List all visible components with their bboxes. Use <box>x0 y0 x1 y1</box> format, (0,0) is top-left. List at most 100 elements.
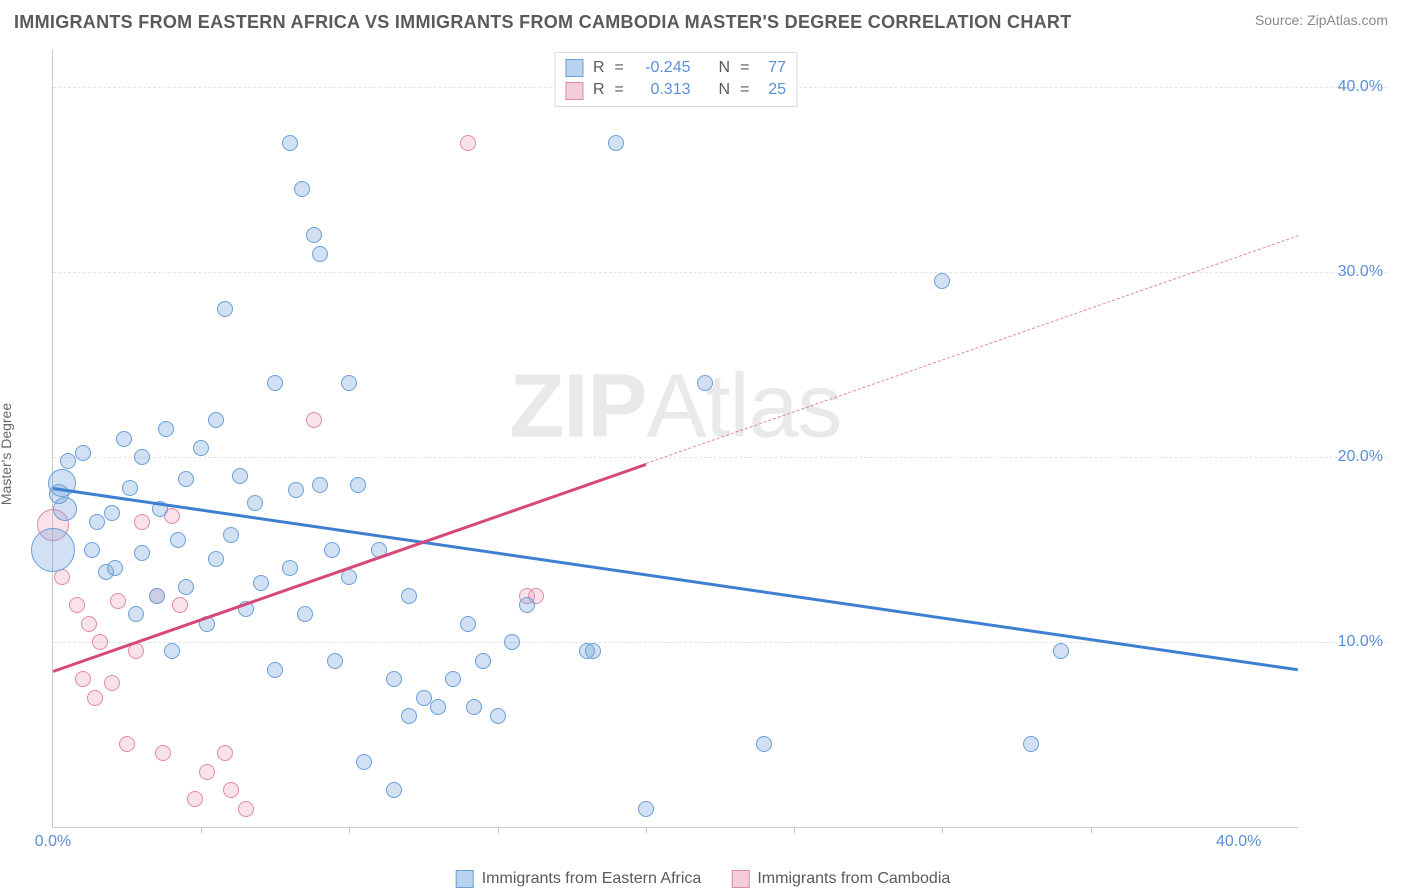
blue-point <box>490 708 506 724</box>
blue-point <box>223 527 239 543</box>
chart-area: Master's Degree ZIPAtlas R = -0.245 N = … <box>14 50 1388 858</box>
blue-point <box>253 575 269 591</box>
pink-point <box>306 412 322 428</box>
blue-point <box>430 699 446 715</box>
blue-point <box>288 482 304 498</box>
x-tick-label: 0.0% <box>35 833 71 851</box>
legend-item-pink: Immigrants from Cambodia <box>731 870 950 888</box>
pink-point <box>75 671 91 687</box>
blue-point <box>401 588 417 604</box>
blue-point <box>193 440 209 456</box>
pink-point <box>110 593 126 609</box>
blue-point <box>350 477 366 493</box>
x-tick-mark <box>349 827 350 833</box>
blue-point <box>104 505 120 521</box>
blue-point <box>178 471 194 487</box>
blue-point <box>585 643 601 659</box>
blue-point <box>519 597 535 613</box>
blue-point <box>327 653 343 669</box>
blue-point <box>107 560 123 576</box>
stats-legend: R = -0.245 N = 77 R = 0.313 N = 25 <box>554 52 797 107</box>
blue-point <box>128 606 144 622</box>
blue-point <box>208 412 224 428</box>
pink-point <box>87 690 103 706</box>
blue-point <box>475 653 491 669</box>
blue-point <box>756 736 772 752</box>
pink-point <box>460 135 476 151</box>
blue-point <box>232 468 248 484</box>
blue-point <box>267 662 283 678</box>
blue-point <box>608 135 624 151</box>
blue-point <box>401 708 417 724</box>
watermark: ZIPAtlas <box>509 356 841 459</box>
blue-point <box>267 375 283 391</box>
gridline <box>53 457 1388 458</box>
blue-point <box>149 588 165 604</box>
blue-point <box>247 495 263 511</box>
pink-point <box>238 801 254 817</box>
pink-point <box>54 569 70 585</box>
blue-point <box>84 542 100 558</box>
pink-point <box>187 791 203 807</box>
x-tick-mark <box>1091 827 1092 833</box>
pink-point <box>172 597 188 613</box>
blue-point <box>638 801 654 817</box>
pink-point <box>134 514 150 530</box>
x-tick-mark <box>498 827 499 833</box>
blue-point <box>31 528 75 572</box>
y-axis-label: Master's Degree <box>0 403 14 505</box>
blue-point <box>60 453 76 469</box>
x-tick-mark <box>201 827 202 833</box>
swatch-pink-icon <box>731 870 749 888</box>
blue-point <box>134 545 150 561</box>
pink-point <box>217 745 233 761</box>
blue-point <box>341 375 357 391</box>
gridline <box>53 642 1388 643</box>
legend-item-blue: Immigrants from Eastern Africa <box>456 870 702 888</box>
blue-point <box>208 551 224 567</box>
series-legend: Immigrants from Eastern Africa Immigrant… <box>456 870 951 888</box>
blue-point <box>116 431 132 447</box>
blue-point <box>697 375 713 391</box>
x-tick-label: 40.0% <box>1216 833 1261 851</box>
blue-point <box>934 273 950 289</box>
chart-title: IMMIGRANTS FROM EASTERN AFRICA VS IMMIGR… <box>14 12 1072 33</box>
swatch-blue-icon <box>565 59 583 77</box>
blue-point <box>122 480 138 496</box>
pink-trendline <box>53 463 647 672</box>
blue-point <box>306 227 322 243</box>
legend-label: Immigrants from Eastern Africa <box>482 870 702 888</box>
chart-source: Source: ZipAtlas.com <box>1255 12 1388 28</box>
x-tick-mark <box>646 827 647 833</box>
pink-point <box>92 634 108 650</box>
blue-point <box>158 421 174 437</box>
pink-point <box>199 764 215 780</box>
blue-point <box>217 301 233 317</box>
pink-point <box>69 597 85 613</box>
x-tick-mark <box>942 827 943 833</box>
blue-point <box>460 616 476 632</box>
blue-point <box>294 181 310 197</box>
blue-point <box>341 569 357 585</box>
stats-row-pink: R = 0.313 N = 25 <box>565 79 786 101</box>
blue-point <box>324 542 340 558</box>
x-tick-mark <box>794 827 795 833</box>
blue-point <box>386 671 402 687</box>
blue-point <box>297 606 313 622</box>
pink-point <box>119 736 135 752</box>
blue-point <box>89 514 105 530</box>
swatch-pink-icon <box>565 82 583 100</box>
blue-point <box>312 477 328 493</box>
blue-point <box>356 754 372 770</box>
plot-region: ZIPAtlas R = -0.245 N = 77 R = 0.313 N = <box>52 50 1298 828</box>
y-tick-label: 10.0% <box>1338 633 1383 651</box>
pink-point <box>223 782 239 798</box>
blue-point <box>445 671 461 687</box>
blue-point <box>504 634 520 650</box>
blue-point <box>53 497 77 521</box>
blue-point <box>178 579 194 595</box>
blue-point <box>312 246 328 262</box>
pink-point <box>81 616 97 632</box>
pink-point <box>128 643 144 659</box>
swatch-blue-icon <box>456 870 474 888</box>
